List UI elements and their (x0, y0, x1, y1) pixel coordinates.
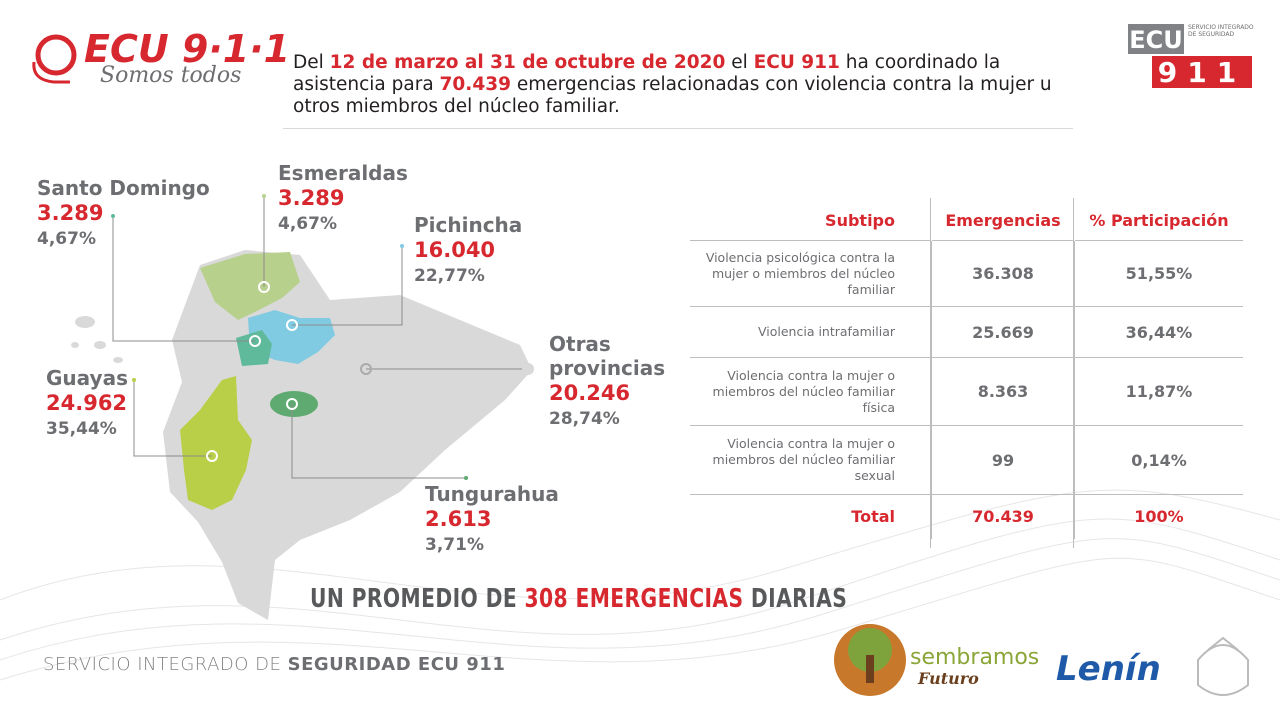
banner-text: UN PROMEDIO DE (310, 584, 525, 614)
region-share: 28,74% (549, 409, 620, 429)
logo-left: ECU 9·1·1 Somos todos (32, 27, 290, 88)
emergencies: 25.669 (931, 306, 1075, 358)
share: 11,87% (1074, 357, 1243, 426)
divider (283, 128, 1073, 129)
intro-text: emergencias relacionadas con violencia c… (293, 74, 1052, 117)
table-header: % Participación (1074, 200, 1243, 241)
table-total: Total 70.439 100% (690, 494, 1243, 539)
logo-slogan: Somos todos (100, 63, 241, 88)
partner-1-sub: Futuro (917, 669, 979, 688)
total-label: Total (690, 494, 932, 539)
subtype-table: Subtipo Emergencias % Participación Viol… (690, 200, 1243, 539)
intro-highlight: 70.439 (439, 74, 511, 95)
banner: UN PROMEDIO DE 308 EMERGENCIAS DIARIAS (310, 584, 847, 614)
region-share: 4,67% (37, 229, 96, 249)
logo-brand: ECU 9·1·1 (84, 27, 290, 71)
region-share: 22,77% (414, 266, 485, 286)
region-value: 24.962 (46, 391, 128, 415)
intro-highlight: ECU 911 (753, 52, 840, 73)
emergencies: 8.363 (931, 357, 1075, 426)
region-label: Pichincha 16.040 22,77% (414, 213, 522, 289)
region-label: Tungurahua 2.613 3,71% (425, 482, 559, 558)
intro-text: ha coordinado la asistencia para (293, 52, 1001, 95)
subtype: Violencia intrafamiliar (690, 306, 932, 358)
footer-light: SERVICIO INTEGRADO DE (43, 654, 288, 675)
table-body: Violencia psicológica contra la mujer o … (690, 240, 1243, 539)
logo-right: ECU 911 SERVICIO INTEGRADO DE SEGURIDAD (1128, 24, 1254, 89)
footer-bold: SEGURIDAD ECU 911 (287, 654, 506, 675)
connector-dots (111, 194, 534, 480)
intro-text: el (725, 52, 754, 73)
share: 36,44% (1074, 306, 1243, 358)
region-value: 20.246 (549, 381, 631, 405)
region-name: Tungurahua (425, 482, 559, 506)
logo-right-bottom: 911 (1158, 56, 1246, 89)
connectors (112, 196, 528, 479)
region-share: 35,44% (46, 419, 117, 439)
region-value: 2.613 (425, 507, 492, 531)
subtype: Violencia contra la mujer o miembros del… (690, 357, 932, 426)
region-value: 3.289 (278, 186, 345, 210)
region-esmeraldas (200, 252, 300, 320)
partner-logos: sembramos Futuro Lenín (834, 624, 1249, 696)
map (71, 194, 534, 620)
region-name: Otras provincias (549, 332, 666, 380)
galapagos (71, 316, 123, 363)
region-value: 3.289 (37, 201, 104, 225)
table-header: Emergencias (931, 200, 1075, 241)
share: 0,14% (1074, 425, 1243, 495)
region-tungurahua (270, 391, 318, 417)
region-label: Santo Domingo 3.289 4,67% (37, 176, 210, 252)
total-share: 100% (1074, 494, 1243, 539)
region-name: Pichincha (414, 213, 523, 237)
region-name: Guayas (46, 366, 128, 390)
table-row: Violencia intrafamiliar 25.669 36,44% (690, 306, 1243, 358)
region-name: Santo Domingo (37, 176, 210, 200)
total-emergencies: 70.439 (931, 494, 1075, 539)
region-guayas (180, 376, 252, 510)
partner-1: sembramos (910, 645, 1039, 670)
region-share: 4,67% (278, 214, 337, 234)
region-name: Esmeraldas (278, 161, 408, 185)
emergencies: 36.308 (931, 240, 1075, 307)
region-share: 3,71% (425, 535, 484, 555)
region-value: 16.040 (414, 238, 496, 262)
banner-highlight: 308 EMERGENCIAS (524, 584, 744, 614)
banner-text: DIARIAS (743, 584, 848, 614)
table-vline (930, 198, 931, 548)
subtype: Violencia psicológica contra la mujer o … (690, 240, 932, 307)
subtype: Violencia contra la mujer o miembros del… (690, 425, 932, 495)
logo-right-subtitle: SERVICIO INTEGRADO DE SEGURIDAD (1188, 24, 1254, 38)
region-santo-domingo (236, 330, 272, 366)
table-header: Subtipo (825, 210, 895, 230)
logo-right-top: ECU (1129, 26, 1183, 54)
emergencies: 99 (931, 425, 1075, 495)
footer: SERVICIO INTEGRADO DE SEGURIDAD ECU 911 (43, 654, 505, 675)
table-row: Violencia psicológica contra la mujer o … (690, 240, 1243, 307)
region-label: Guayas 24.962 35,44% (46, 366, 128, 442)
region-label: Otras provincias 20.246 28,74% (549, 332, 699, 432)
intro: Del 12 de marzo al 31 de octubre de 2020… (293, 52, 1083, 118)
intro-highlight: 12 de marzo al 31 de octubre de 2020 (329, 52, 726, 73)
partner-2: Lenín (1056, 649, 1161, 689)
table-vline (1073, 198, 1074, 548)
share: 51,55% (1074, 240, 1243, 307)
intro-text: Del (293, 52, 330, 73)
region-label: Esmeraldas 3.289 4,67% (278, 161, 408, 237)
table-row: Violencia contra la mujer o miembros del… (690, 425, 1243, 495)
table-row: Violencia contra la mujer o miembros del… (690, 357, 1243, 426)
logo-right-sub-box: SERVICIO INTEGRADO DE SEGURIDAD (1188, 24, 1254, 38)
